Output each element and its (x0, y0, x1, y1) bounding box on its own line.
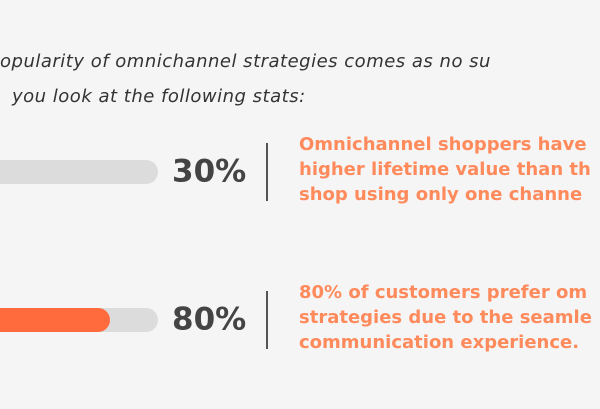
percent-label: 30% (172, 154, 246, 190)
percent-label: 80% (172, 302, 246, 338)
description-line: 80% of customers prefer om (299, 282, 587, 303)
description-line: shop using only one channe (299, 184, 582, 205)
progress-fill (0, 308, 110, 332)
progress-track (0, 160, 158, 184)
description-line: higher lifetime value than th (299, 159, 591, 180)
description-line: communication experience. (299, 332, 579, 353)
intro-text: opularity of omnichannel strategies come… (0, 51, 491, 72)
description-line: Omnichannel shoppers have (299, 134, 587, 155)
description-line: strategies due to the seamle (299, 307, 592, 328)
intro-text: you look at the following stats: (11, 86, 306, 107)
